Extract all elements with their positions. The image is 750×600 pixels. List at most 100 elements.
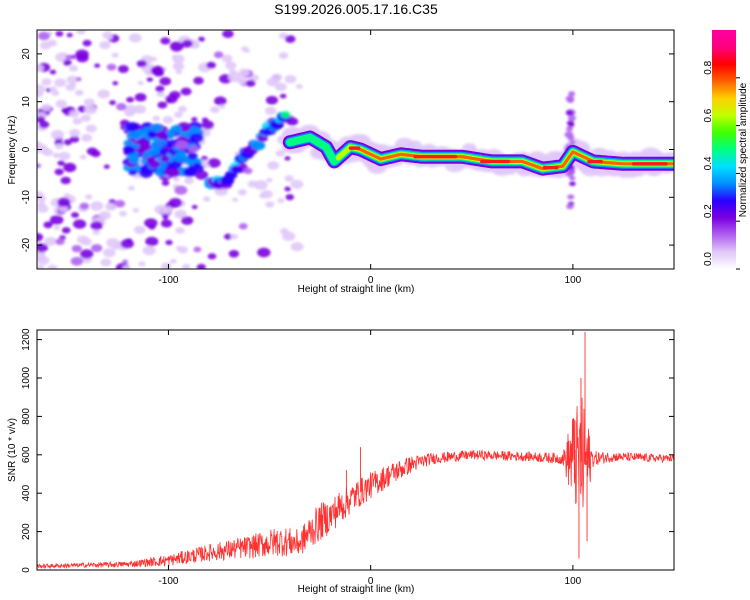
cluster-blob [184, 168, 195, 176]
noise-blob [290, 179, 304, 189]
noise-blob [79, 154, 87, 160]
noise-blob [37, 91, 44, 98]
figure-title: S199.2026.005.17.16.C35 [274, 1, 438, 17]
noise-blob [128, 33, 142, 43]
noise-blob [265, 95, 279, 105]
noise-blob [144, 70, 151, 75]
noise-blob [63, 162, 77, 173]
transient-blob [565, 110, 574, 116]
noise-blob [162, 215, 169, 220]
noise-blob [201, 120, 214, 130]
noise-blob [156, 91, 165, 98]
noise-blob [73, 219, 87, 229]
noise-blob [174, 209, 187, 219]
cluster-blob [158, 139, 167, 146]
cluster-blob [193, 162, 201, 168]
noise-blob [161, 180, 170, 186]
noise-blob [72, 117, 83, 125]
noise-blob [74, 89, 84, 96]
noise-blob [201, 155, 208, 161]
noise-blob [225, 61, 237, 70]
snr-x-ticks: -100 0 100 [158, 330, 582, 587]
cluster-blob [149, 123, 163, 134]
noise-blob [111, 52, 119, 58]
noise-blob [169, 41, 184, 52]
spectrogram-x-tick-label: 100 [565, 275, 582, 286]
snr-panel: -100 0 100 0 200 400 600 800 1000 1200 Height of… [7, 328, 675, 595]
noise-blob [81, 238, 92, 246]
noise-blob [195, 170, 209, 180]
noise-blob [112, 81, 119, 86]
noise-blob [145, 236, 159, 247]
transient-blob [569, 175, 576, 181]
noise-blob [64, 193, 71, 198]
noise-blob [65, 54, 73, 60]
noise-blob [54, 143, 64, 150]
noise-blob [55, 238, 65, 245]
noise-blob [132, 207, 140, 213]
noise-blob [76, 30, 86, 35]
noise-blob [70, 256, 84, 266]
noise-blob [160, 37, 171, 45]
noise-blob [86, 147, 98, 156]
noise-blob [144, 218, 158, 228]
noise-blob [90, 221, 103, 231]
cluster-blob [189, 132, 204, 143]
noise-blob [65, 83, 76, 91]
noise-blob [137, 80, 144, 86]
noise-blob [213, 51, 224, 59]
noise-blob [83, 98, 95, 107]
noise-blob [221, 54, 233, 63]
spectrogram-y-ticks: -20 -10 0 10 20 [21, 48, 674, 252]
cluster-blob [138, 168, 153, 179]
noise-blob [157, 101, 168, 109]
noise-blob [58, 151, 71, 161]
noise-blob [191, 204, 198, 210]
branch-blob [280, 111, 291, 119]
cluster-blob [187, 152, 198, 160]
transient-blob [567, 98, 574, 104]
noise-blob [37, 116, 46, 123]
noise-blob [150, 56, 158, 62]
noise-blob [75, 77, 82, 82]
noise-blob [37, 163, 42, 168]
noise-blob [71, 212, 80, 218]
noise-blob [55, 99, 67, 108]
noise-blob [191, 117, 198, 122]
noise-blob [284, 35, 296, 43]
snr-y-tick-label: 0 [21, 567, 32, 573]
noise-blob [245, 79, 256, 87]
noise-blob [57, 197, 71, 207]
noise-blob [37, 191, 45, 201]
noise-blob [196, 263, 206, 269]
noise-blob [223, 233, 233, 240]
noise-blob [238, 223, 248, 230]
noise-blob [152, 115, 161, 122]
noise-blob [44, 236, 57, 246]
noise-blob [55, 30, 64, 37]
transient-blob [565, 170, 574, 177]
noise-blob [203, 196, 211, 202]
noise-blob [60, 176, 71, 185]
cluster-blob [188, 145, 200, 153]
noise-blob [37, 64, 44, 72]
snr-y-ticks: 0 200 400 600 800 1000 1200 [21, 328, 674, 573]
noise-blob [79, 202, 90, 210]
noise-blob [284, 75, 297, 84]
noise-blob [75, 49, 89, 60]
noise-blob [222, 30, 234, 38]
colorbar-gradient [712, 30, 736, 269]
noise-blob [295, 83, 303, 89]
noise-blob [71, 244, 83, 253]
noise-blob [198, 36, 205, 42]
noise-blob [278, 52, 289, 59]
noise-blob [49, 215, 64, 225]
cluster-blob [123, 139, 134, 147]
snr-y-tick-label: 600 [21, 446, 32, 463]
spectrogram-ridge [282, 130, 674, 176]
noise-blob [66, 32, 73, 38]
noise-blob [81, 133, 93, 142]
cluster-blob [125, 122, 139, 132]
noise-blob [37, 201, 46, 208]
noise-blob [103, 164, 110, 169]
